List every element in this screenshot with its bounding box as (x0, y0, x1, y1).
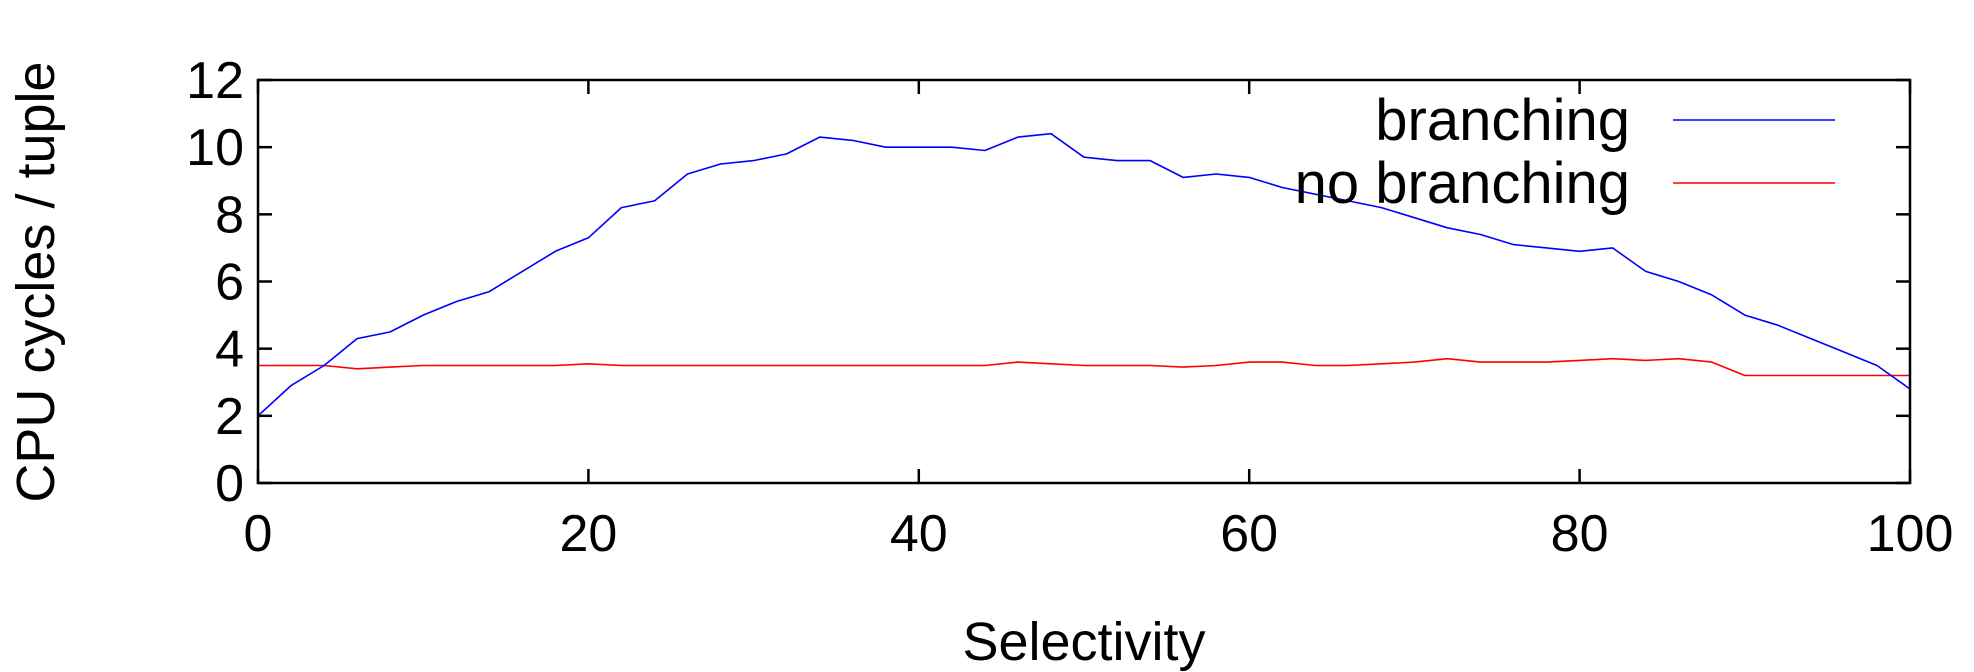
plot-frame (256, 78, 1912, 485)
y-axis: 0 2 4 6 8 10 12 (186, 52, 1910, 513)
y-tick-label: 6 (215, 254, 244, 312)
legend-label: no branching (1295, 151, 1630, 216)
series-line-branching (257, 132, 1911, 417)
x-tick-label: 80 (1551, 505, 1609, 563)
y-tick-label: 2 (215, 388, 244, 446)
x-tick-label: 100 (1867, 505, 1954, 563)
x-tick-label: 60 (1220, 505, 1278, 563)
legend-label: branching (1375, 88, 1630, 153)
series-line-no-branching (258, 357, 1910, 377)
x-axis: 0 20 40 60 80 100 (244, 80, 1954, 563)
y-tick-label: 0 (215, 455, 244, 513)
x-tick-label: 0 (244, 505, 273, 563)
y-axis-title: CPU cycles / tuple (6, 61, 66, 502)
x-axis-title: Selectivity (962, 612, 1205, 672)
y-tick-label: 4 (215, 321, 244, 379)
x-tick-label: 40 (890, 505, 948, 563)
y-tick-label: 10 (186, 119, 244, 177)
x-tick-label: 20 (559, 505, 617, 563)
plot-series (257, 132, 1911, 417)
y-tick-label: 12 (186, 52, 244, 110)
y-tick-label: 8 (215, 186, 244, 244)
